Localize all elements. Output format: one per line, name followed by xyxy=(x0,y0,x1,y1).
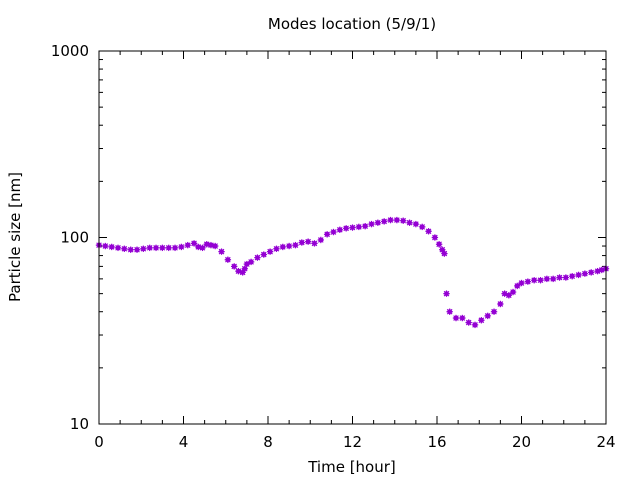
data-point xyxy=(441,250,448,257)
data-points xyxy=(95,216,610,329)
data-point xyxy=(260,251,267,258)
chart-title: Modes location (5/9/1) xyxy=(268,15,436,33)
data-point xyxy=(562,274,570,281)
data-point xyxy=(446,308,453,315)
x-tick-label: 12 xyxy=(343,433,362,451)
x-tick-label: 4 xyxy=(179,433,189,451)
data-point xyxy=(140,245,147,252)
data-point xyxy=(330,228,337,236)
data-point xyxy=(478,317,485,324)
data-point xyxy=(231,263,238,270)
data-point xyxy=(518,279,525,287)
data-point xyxy=(336,226,344,233)
data-point xyxy=(285,242,293,250)
data-point xyxy=(387,216,394,224)
data-point xyxy=(569,273,576,280)
data-point xyxy=(514,282,521,290)
data-point xyxy=(556,274,563,281)
data-point xyxy=(323,231,331,238)
data-point xyxy=(484,312,491,320)
data-point xyxy=(184,241,191,249)
data-point xyxy=(459,314,466,322)
data-point xyxy=(400,217,407,224)
y-tick-label: 1000 xyxy=(51,42,89,60)
data-point xyxy=(159,244,166,252)
y-tick-label: 100 xyxy=(60,229,89,247)
data-point xyxy=(435,241,443,248)
data-point xyxy=(218,248,225,255)
x-tick-label: 20 xyxy=(512,433,531,451)
data-point xyxy=(165,244,172,252)
data-point xyxy=(108,243,115,251)
data-point xyxy=(425,228,432,235)
data-point xyxy=(114,244,122,252)
axis-ticks: 0 4 8 12 16 20 24 10 100 1000 xyxy=(51,42,616,451)
x-tick-label: 8 xyxy=(263,433,273,451)
data-point xyxy=(211,242,219,250)
data-point xyxy=(133,246,141,253)
data-point xyxy=(490,308,498,315)
data-point xyxy=(374,219,382,226)
data-point xyxy=(266,248,274,255)
data-point xyxy=(505,292,513,299)
data-point xyxy=(380,218,388,225)
data-point xyxy=(419,223,426,231)
data-point xyxy=(279,243,286,251)
data-point xyxy=(509,288,517,296)
x-tick-label: 16 xyxy=(427,433,446,451)
data-point xyxy=(355,223,363,231)
data-point xyxy=(121,245,128,252)
data-point xyxy=(471,321,479,329)
data-point xyxy=(452,314,460,322)
data-point xyxy=(412,220,420,228)
y-axis-label: Particle size [nm] xyxy=(6,172,24,302)
data-point xyxy=(317,236,325,244)
data-point xyxy=(102,242,109,250)
data-point xyxy=(152,244,160,252)
plot-frame xyxy=(98,50,607,425)
data-point xyxy=(298,239,305,246)
data-point xyxy=(524,278,532,285)
data-point xyxy=(292,241,299,249)
data-point xyxy=(178,243,185,251)
data-point xyxy=(549,275,557,283)
data-point xyxy=(588,269,595,276)
data-point xyxy=(224,256,232,263)
data-point xyxy=(342,225,350,232)
data-point xyxy=(254,254,261,261)
data-point xyxy=(349,224,356,231)
data-point xyxy=(537,277,544,284)
data-point xyxy=(171,244,179,252)
data-point xyxy=(247,258,255,266)
x-tick-label: 24 xyxy=(596,433,615,451)
data-point xyxy=(146,244,153,252)
data-point xyxy=(311,240,318,247)
data-point xyxy=(497,300,504,308)
data-point xyxy=(304,238,312,245)
data-point xyxy=(406,219,413,226)
data-point xyxy=(127,246,134,253)
x-tick-label: 0 xyxy=(94,433,104,451)
y-tick-label: 10 xyxy=(70,415,89,433)
data-point xyxy=(431,234,439,241)
data-point xyxy=(530,277,538,284)
data-point xyxy=(543,275,551,283)
x-axis-label: Time [hour] xyxy=(307,458,396,476)
data-point xyxy=(443,290,450,297)
data-point xyxy=(575,271,582,279)
data-point xyxy=(361,222,369,230)
data-point xyxy=(465,319,472,326)
data-point xyxy=(273,245,280,252)
data-point xyxy=(393,216,401,224)
data-point xyxy=(368,220,375,228)
data-point xyxy=(581,270,589,277)
